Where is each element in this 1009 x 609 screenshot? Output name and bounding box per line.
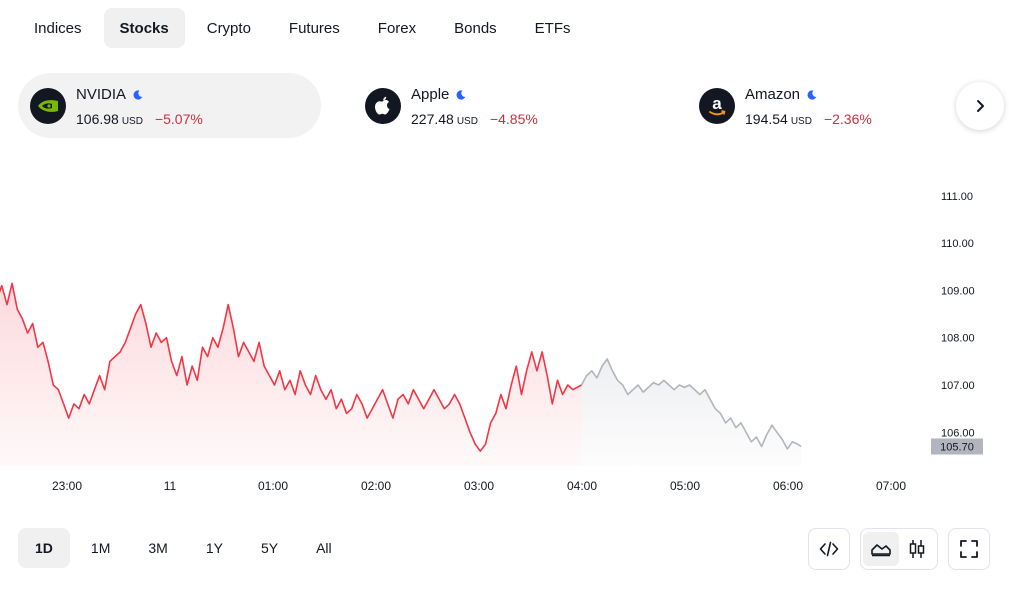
moon-icon	[456, 89, 466, 100]
series-area-extended	[581, 359, 801, 466]
tab-stocks[interactable]: Stocks	[103, 8, 185, 48]
ticker-card-amazon[interactable]: a Amazon 194.54 USD −2.36%	[687, 73, 947, 138]
series-line-extended	[580, 358, 802, 450]
fullscreen-icon	[960, 540, 978, 558]
ticker-currency: USD	[790, 115, 812, 127]
tab-indices[interactable]: Indices	[34, 19, 82, 37]
code-icon	[819, 541, 839, 557]
next-tickers-button[interactable]	[956, 82, 1004, 130]
last-price-badge	[931, 438, 983, 455]
x-axis: 23:00 11 01:00 02:00 03:00 04:00 05:00 06:00 07:…	[52, 479, 906, 493]
chart-style-toggle	[860, 528, 938, 570]
last-price-text: 105.70	[940, 442, 974, 454]
ticker-currency: USD	[456, 115, 478, 127]
area-chart-icon	[871, 544, 891, 557]
ticker-card-apple[interactable]: Apple 227.48 USD −4.85%	[353, 73, 653, 138]
tab-etfs[interactable]: ETFs	[534, 19, 571, 37]
y-tick-label: 109.00	[941, 285, 975, 297]
x-tick-label: 05:00	[670, 479, 700, 493]
y-tick-label: 108.00	[941, 333, 975, 345]
series-area-regular	[0, 283, 582, 466]
ticker-name: Apple	[411, 86, 450, 103]
apple-logo	[365, 87, 401, 124]
range-1d[interactable]: 1D	[18, 528, 70, 568]
ticker-price: 106.98	[76, 110, 119, 127]
range-5y[interactable]: 5Y	[260, 540, 279, 556]
chevron-right-icon	[977, 100, 984, 112]
x-tick-label: 07:00	[876, 479, 906, 493]
y-tick-label: 106.00	[941, 427, 975, 439]
ticker-currency: USD	[121, 115, 143, 127]
nvidia-logo	[30, 87, 66, 124]
time-range-selector: 1D 1M 3M 1Y 5Y All	[18, 528, 353, 568]
y-tick-label: 111.00	[941, 191, 973, 203]
area-chart-button[interactable]	[863, 532, 899, 566]
tab-crypto[interactable]: Crypto	[206, 19, 251, 37]
tab-bonds[interactable]: Bonds	[454, 19, 497, 37]
series-line-regular	[0, 282, 582, 452]
plot-lines	[0, 282, 802, 452]
x-tick-label: 11	[164, 479, 177, 493]
y-tick-label: 110.00	[941, 238, 974, 250]
candlestick-icon	[909, 540, 925, 558]
ticker-name: NVIDIA	[76, 86, 127, 103]
tab-futures[interactable]: Futures	[288, 19, 340, 37]
price-chart: 106.00 107.00 108.00 109.00 110.00 111.00 23:…	[0, 191, 983, 493]
svg-text:a: a	[712, 94, 722, 113]
range-3m[interactable]: 3M	[148, 540, 168, 556]
ticker-change: −4.85%	[489, 110, 538, 127]
tab-forex[interactable]: Forex	[377, 19, 417, 37]
ticker-name: Amazon	[745, 86, 801, 103]
x-tick-label: 01:00	[258, 479, 288, 493]
ticker-price: 227.48	[411, 110, 454, 127]
fullscreen-button[interactable]	[948, 528, 990, 570]
last-price-label: 105.70	[931, 438, 983, 455]
x-tick-label: 04:00	[567, 479, 597, 493]
embed-button[interactable]	[808, 528, 850, 570]
x-tick-label: 03:00	[464, 479, 494, 493]
x-tick-label: 02:00	[361, 479, 391, 493]
range-1m[interactable]: 1M	[90, 540, 111, 556]
moon-icon	[133, 89, 143, 100]
ticker-change: −5.07%	[154, 110, 203, 127]
range-1y[interactable]: 1Y	[205, 540, 223, 556]
x-tick-label: 06:00	[773, 479, 803, 493]
plot-areas	[0, 283, 801, 466]
ticker-change: −2.36%	[823, 110, 872, 127]
y-axis: 106.00 107.00 108.00 109.00 110.00 111.00	[941, 191, 975, 439]
x-tick-label: 23:00	[52, 479, 82, 493]
candlestick-chart-button[interactable]	[899, 532, 935, 566]
y-tick-label: 107.00	[941, 380, 975, 392]
moon-icon	[807, 89, 817, 100]
range-all[interactable]: All	[316, 540, 332, 556]
market-tabs: Indices Stocks Crypto Futures Forex Bond…	[18, 8, 593, 48]
ticker-price: 194.54	[745, 110, 788, 127]
ticker-card-nvidia[interactable]: NVIDIA 106.98 USD −5.07%	[18, 73, 321, 138]
amazon-logo: a	[699, 87, 735, 124]
